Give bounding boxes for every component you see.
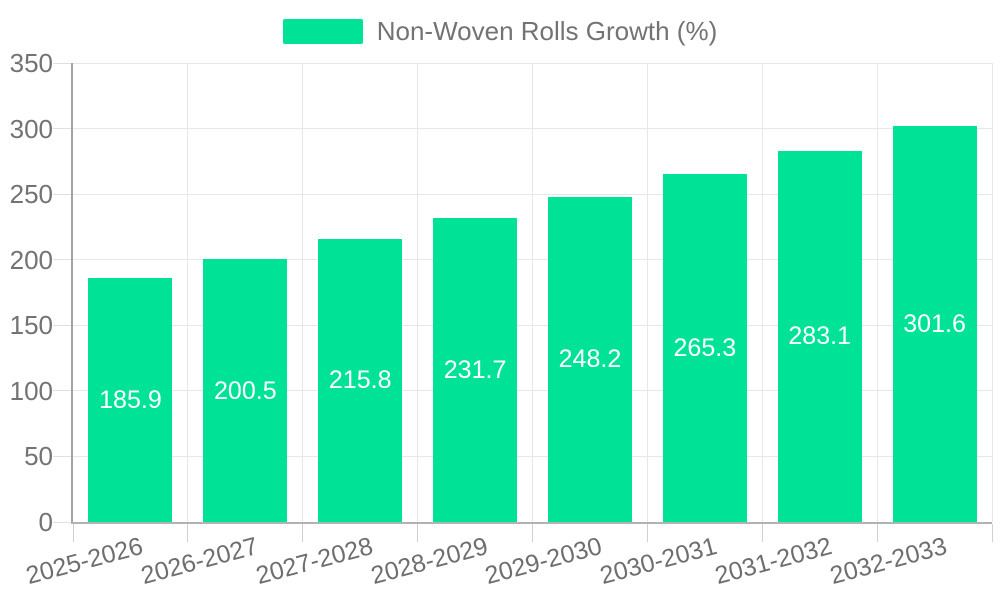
bar[interactable] [892,126,977,522]
bar[interactable] [547,196,632,522]
gridline-vertical [302,63,304,522]
y-axis-tick-label: 250 [9,179,53,210]
x-axis-tick-label: 2029-2030 [482,532,606,590]
bar[interactable] [662,174,747,522]
y-axis-tick [53,455,73,457]
x-axis-tick [417,524,419,542]
y-axis-tick-label: 200 [9,244,53,275]
x-axis-tick [302,524,304,542]
x-axis-tick-label: 2027-2028 [252,532,376,590]
bar[interactable] [203,259,288,522]
gridline-vertical [417,63,419,522]
x-axis-tick-label: 2032-2033 [827,532,950,590]
y-axis-tick-label: 150 [9,310,53,341]
bar[interactable] [88,278,173,522]
gridline-vertical [187,63,189,522]
y-axis-tick-label: 50 [24,441,53,472]
gridline-vertical [876,63,878,522]
x-axis-tick-label: 2030-2031 [597,532,721,590]
gridline-vertical [761,63,763,522]
x-axis-tick-label: 2025-2026 [22,532,146,590]
x-axis-tick [646,524,648,542]
bar[interactable] [318,238,403,522]
y-axis-tick [53,521,73,523]
y-axis-tick [53,390,73,392]
y-axis-tick [53,193,73,195]
x-axis-tick [72,524,74,542]
legend-item[interactable]: Non-Woven Rolls Growth (%) [0,16,1000,47]
y-axis-tick-label: 350 [9,48,53,78]
bar-value-label: 215.8 [328,366,392,395]
y-axis-tick-label: 100 [9,375,53,406]
y-axis-tick-label: 300 [9,113,53,144]
gridline-vertical [532,63,533,522]
x-axis-tick [991,524,993,542]
bar[interactable] [777,150,862,522]
bar-value-label: 185.9 [99,386,162,415]
bar-value-label: 283.1 [788,322,851,351]
bar-value-label: 200.5 [214,376,277,405]
legend-swatch [282,19,363,44]
x-axis-tick [532,524,533,542]
gridline-vertical [646,63,648,522]
x-axis-line [71,522,992,524]
x-axis-tick [761,524,763,542]
x-axis-tick [187,524,189,542]
x-axis-tick [876,524,878,542]
y-axis-tick [53,128,73,130]
y-axis-tick [53,259,73,261]
bar-value-label: 231.7 [443,356,507,385]
y-axis-tick-label: 0 [38,507,53,537]
y-axis-line [71,63,73,524]
y-axis-tick [53,62,73,64]
bar-value-label: 265.3 [673,334,737,363]
x-axis-tick-label: 2026-2027 [137,532,261,590]
x-axis-tick-label: 2028-2029 [367,532,491,590]
y-axis-tick [53,324,73,326]
gridline-vertical [991,63,993,522]
bar-value-label: 301.6 [903,310,966,339]
bar-value-label: 248.2 [558,345,622,374]
legend-label: Non-Woven Rolls Growth (%) [376,16,718,46]
x-axis-tick-label: 2031-2032 [712,532,835,590]
bar[interactable] [433,218,518,522]
